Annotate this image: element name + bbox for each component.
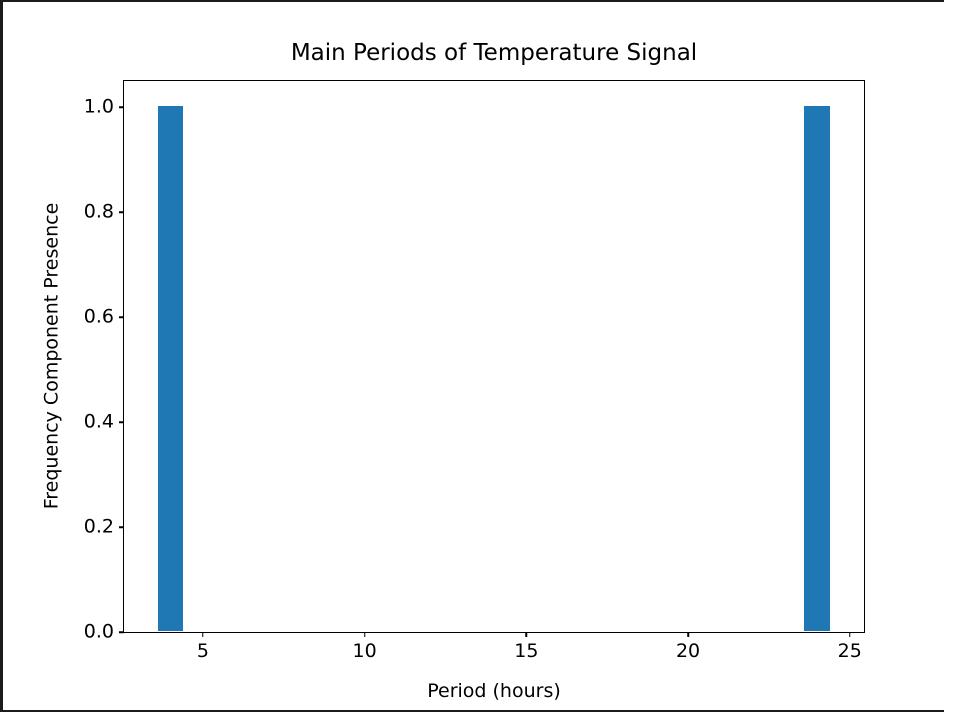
y-tick-mark <box>119 421 124 423</box>
bar-period-24 <box>804 105 831 631</box>
y-tick-mark <box>119 106 124 108</box>
x-tick-label: 5 <box>196 640 209 662</box>
chart-title: Main Periods of Temperature Signal <box>290 40 698 66</box>
x-tick-mark <box>363 632 366 637</box>
y-tick-mark <box>119 526 124 528</box>
y-tick-mark <box>119 211 124 213</box>
x-tick-mark <box>687 632 689 637</box>
plot-area: 5 10 15 20 25 0.0 0.2 0.4 0.6 0.8 1.0 <box>84 80 865 661</box>
y-tick-label: 0.8 <box>83 200 114 223</box>
y-tick-label: 0.2 <box>83 515 114 538</box>
x-tick-mark <box>849 632 851 637</box>
x-tick-label: 15 <box>514 640 539 662</box>
window-edge-top <box>0 0 944 2</box>
y-tick-label: 0.0 <box>83 620 114 643</box>
y-tick-mark <box>119 631 124 633</box>
y-tick-label: 1.0 <box>83 95 114 118</box>
x-tick-mark <box>525 632 528 637</box>
x-tick-label: 10 <box>352 640 377 662</box>
x-axis-label: Period (hours) <box>427 680 561 702</box>
y-tick-mark <box>119 316 124 318</box>
y-axis-label: Frequency Component Presence <box>40 202 63 510</box>
window-edge-left <box>0 0 3 712</box>
x-tick-mark <box>202 632 204 637</box>
x-tick-label: 20 <box>675 640 701 662</box>
window-edge-bottom <box>0 710 944 712</box>
x-tick-label: 25 <box>837 640 862 662</box>
bar-period-4 <box>157 105 184 631</box>
y-tick-label: 0.4 <box>83 410 114 433</box>
y-tick-label: 0.6 <box>83 305 114 328</box>
